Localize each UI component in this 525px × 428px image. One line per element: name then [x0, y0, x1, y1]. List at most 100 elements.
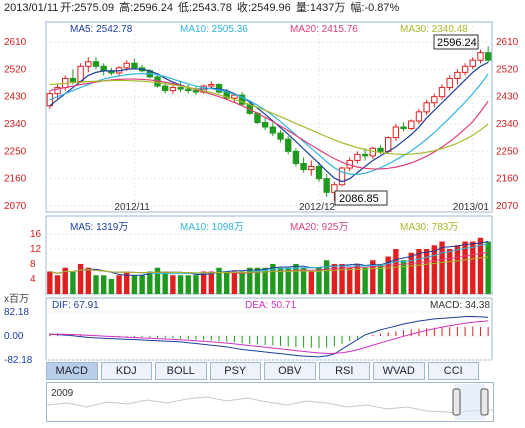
candle-body: [231, 94, 238, 99]
overview-right-handle[interactable]: [480, 388, 489, 416]
candle-body: [392, 126, 400, 139]
macd-dif-label: DIF: 67.91: [52, 300, 99, 311]
tab-kdj[interactable]: KDJ: [100, 362, 152, 380]
tab-macd[interactable]: MACD: [46, 362, 98, 380]
overview-svg: 2009: [46, 384, 493, 420]
price-y-tick-right: 2610: [496, 37, 519, 48]
volume-bar: [124, 271, 130, 294]
price-y-tick-right: 2430: [496, 92, 519, 103]
candle-body: [384, 137, 392, 152]
volume-bar: [270, 264, 276, 294]
price-y-tick-right: 2340: [496, 119, 519, 130]
candle-body: [161, 85, 169, 92]
volume-y-tick: 16: [30, 229, 42, 240]
macd-y-ticks: 82.18 0.00 -82.18: [4, 307, 33, 366]
volume-bar: [262, 267, 268, 294]
price-y-tick-left: 2070: [4, 201, 27, 212]
candle-body: [277, 132, 284, 140]
candle-body: [92, 61, 100, 67]
candle-body: [469, 59, 476, 67]
candle-body: [438, 87, 446, 98]
volume-ma-line-5: [49, 241, 489, 276]
volume-unit-label: x百万: [4, 293, 29, 305]
overview-line: [46, 396, 493, 414]
price-x-ticks: 2012/11 2012/12 2013/01: [114, 202, 489, 213]
volume-ma30-label: MA30: 783万: [400, 222, 458, 233]
volume-bar: [347, 267, 353, 294]
low-label-box: [334, 190, 388, 206]
price-y-tick-right: 2160: [496, 174, 519, 185]
candle-body: [300, 162, 307, 171]
candle-body: [77, 65, 84, 82]
volume-bar: [462, 241, 468, 294]
high-label: 2596.24: [437, 37, 477, 49]
volume-bar: [108, 279, 115, 294]
volume-bar: [285, 267, 291, 294]
volume-bar: [154, 267, 161, 294]
tab-wvad[interactable]: WVAD: [373, 362, 425, 380]
volume-bar: [447, 249, 453, 294]
candle-body: [338, 167, 346, 186]
candle-body: [377, 147, 384, 152]
price-y-tick-left: 2610: [4, 37, 27, 48]
volume-bar: [100, 275, 107, 294]
price-y-tick-left: 2340: [4, 119, 27, 130]
overview-left-handle[interactable]: [452, 388, 461, 416]
price-y-ticks-left: 2610 2520 2430 2340 2250 2160 2070: [4, 37, 27, 212]
price-ma20-label: MA20: 2415.76: [290, 24, 358, 35]
price-ma5-label: MA5: 2542.78: [70, 24, 133, 35]
volume-bar: [416, 249, 422, 294]
price-y-tick-right: 2250: [496, 146, 519, 157]
candle-body: [169, 87, 177, 92]
quote-header: 2013/01/11 开:2575.09 高:2596.24 低:2543.78 …: [0, 0, 525, 16]
candle-body: [484, 52, 492, 61]
volume-ma-lines: [49, 241, 489, 276]
overview-navigator[interactable]: 2009: [46, 382, 494, 422]
volume-y-tick: 4: [30, 274, 36, 285]
volume-bar: [423, 249, 430, 294]
volume-bar: [323, 260, 330, 294]
price-x-tick: 2012/12: [299, 202, 336, 213]
tab-boll[interactable]: BOLL: [155, 362, 207, 380]
tab-obv[interactable]: OBV: [264, 362, 316, 380]
price-ma10-label: MA10: 2505.36: [180, 24, 248, 35]
macd-y-tick: 0.00: [4, 331, 24, 342]
volume-bar: [208, 271, 215, 294]
candle-body: [354, 153, 361, 161]
candle-body: [123, 62, 130, 69]
macd-dea-label: DEA: 50.71: [245, 300, 297, 311]
volume-y-tick: 8: [30, 259, 36, 270]
tab-psy[interactable]: PSY: [209, 362, 261, 380]
candle-body: [423, 102, 430, 113]
candle-body: [331, 184, 338, 193]
price-y-tick-left: 2160: [4, 174, 27, 185]
quote-date: 2013/01/11: [4, 2, 59, 14]
candle-body: [269, 126, 277, 134]
tab-cci[interactable]: CCI: [427, 362, 479, 380]
candle-body: [85, 61, 92, 67]
volume-bar: [362, 267, 368, 294]
volume-bar: [485, 241, 491, 294]
price-ma-line-ma30: [49, 79, 489, 155]
volume-bars: [47, 237, 491, 294]
volume-ma-line-30: [49, 256, 489, 274]
volume-bar: [293, 264, 299, 294]
candle-body: [69, 77, 77, 82]
price-ma-line-ma5: [49, 61, 489, 183]
volume-bar: [370, 260, 376, 294]
volume-bar: [393, 249, 399, 294]
volume-bar: [247, 267, 253, 294]
candle-body: [131, 62, 138, 69]
candle-body: [238, 94, 246, 105]
macd-lines: [49, 316, 489, 358]
volume-bar: [85, 267, 91, 294]
candle-body: [361, 153, 369, 157]
volume-bar: [170, 275, 176, 294]
tab-rsi[interactable]: RSI: [318, 362, 370, 380]
volume-bar: [131, 275, 138, 294]
volume-panel-frame: [45, 215, 493, 295]
volume-bar: [162, 271, 168, 294]
candle-body: [323, 178, 330, 193]
volume-bar: [54, 275, 61, 294]
price-y-ticks-right: 2610 2520 2430 2340 2250 2160 2070: [496, 37, 519, 212]
